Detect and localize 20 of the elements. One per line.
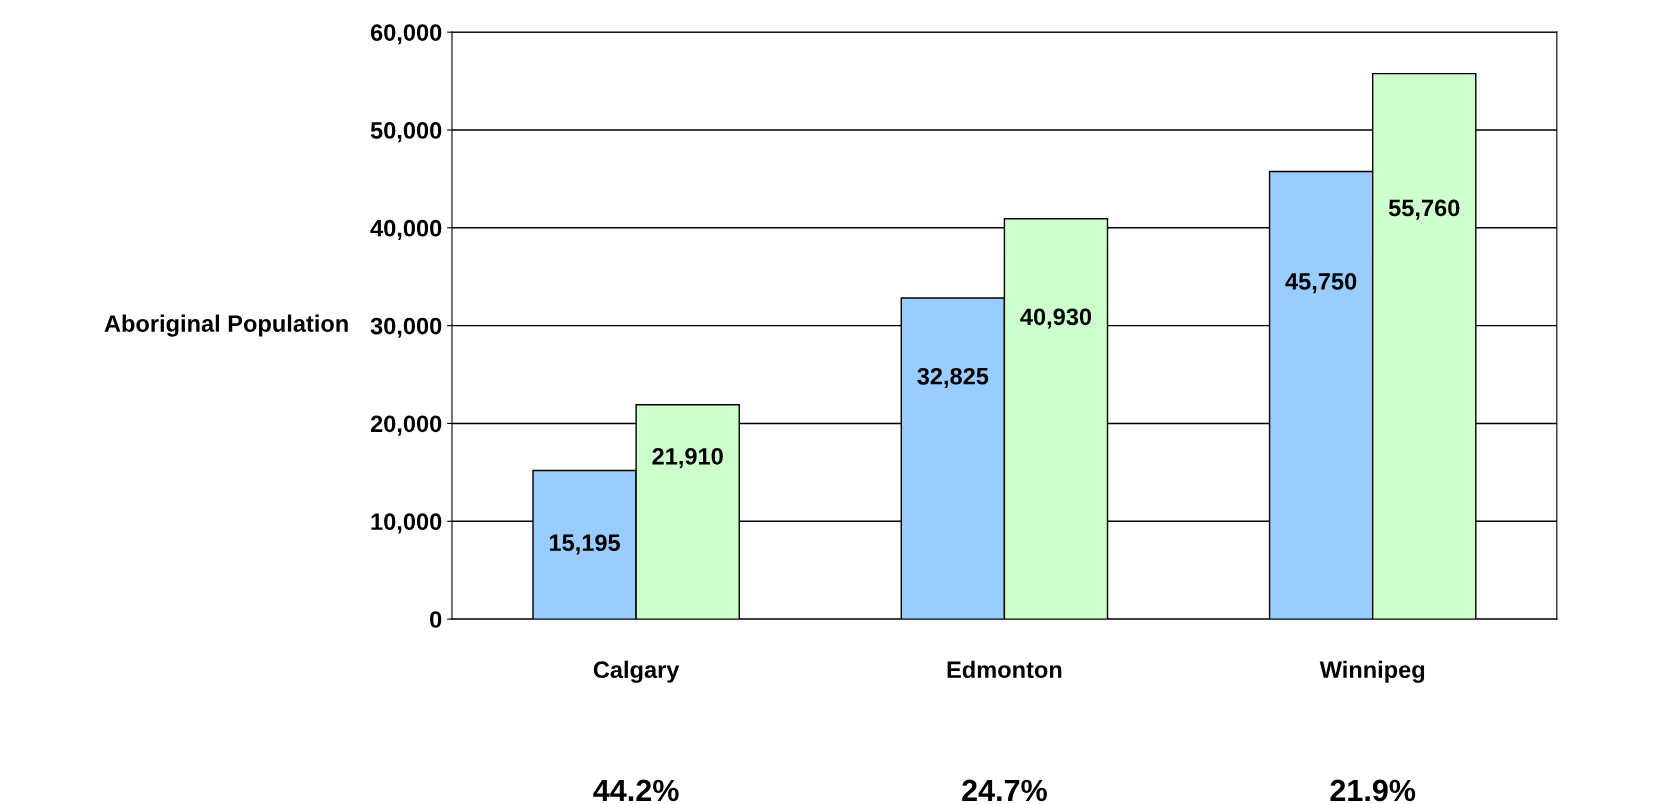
x-tick-label: Calgary (593, 660, 680, 683)
y-tick-label: 60,000 (370, 24, 442, 45)
y-tick-label: 40,000 (370, 219, 442, 241)
text: 21.9% (1330, 779, 1416, 802)
y-tick-label: 20,000 (370, 415, 442, 436)
data-label: 15,195 (549, 534, 621, 555)
y-axis-title: Aboriginal Population (104, 314, 348, 337)
x-tick-label: Edmonton (947, 660, 1062, 679)
y-tick-label: 50,000 (370, 122, 442, 143)
y-tick-label: 0 (430, 611, 442, 628)
y-tick-label: 30,000 (370, 317, 442, 338)
data-label: 32,825 (917, 367, 989, 389)
y-tick-label: 10,000 (371, 513, 442, 534)
data-label: 55,760 (1388, 199, 1460, 220)
x-tick-label: Winnipeg (1319, 660, 1425, 683)
data-label: 40,930 (1020, 308, 1092, 329)
text: 24.7% (962, 779, 1047, 802)
data-label: 45,750 (1285, 273, 1357, 294)
data-label: 21,910 (652, 447, 723, 469)
text: 44.2% (593, 779, 679, 802)
